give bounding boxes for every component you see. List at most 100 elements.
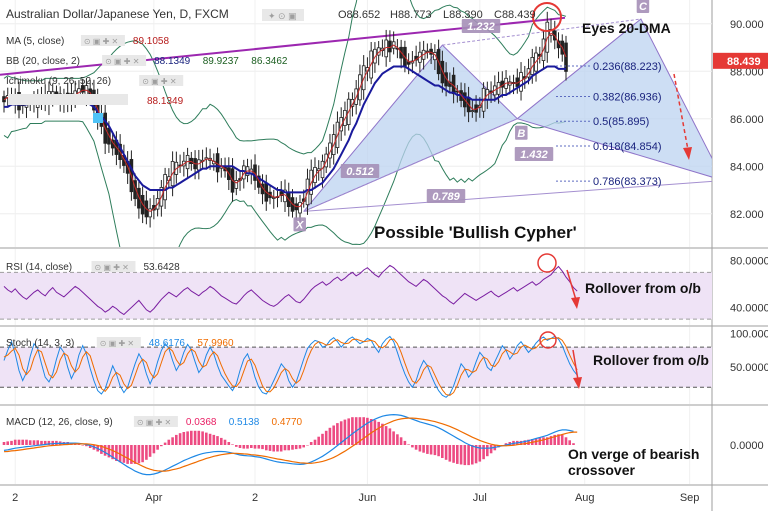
macd-histogram-bar xyxy=(564,437,568,445)
macd-histogram-bar xyxy=(6,441,9,445)
annotation-macd-line2: crossover xyxy=(568,462,635,478)
macd-histogram-bar xyxy=(407,444,410,445)
macd-histogram-bar xyxy=(358,417,362,445)
macd-histogram-bar xyxy=(268,445,272,451)
macd-histogram-bar xyxy=(47,440,51,445)
macd-histogram-bar xyxy=(411,445,414,448)
ratio-label: 1.432 xyxy=(520,149,548,161)
macd-histogram-bar xyxy=(2,442,6,445)
fib-level-label: 0.786(83.373) xyxy=(593,176,662,188)
macd-histogram-bar xyxy=(261,445,264,450)
macd-histogram-bar xyxy=(369,419,373,445)
legend-stoch-label: Stoch (14, 3, 3) xyxy=(6,338,74,349)
macd-histogram-bar xyxy=(351,417,354,445)
macd-signal-line xyxy=(3,417,578,472)
macd-histogram-bar xyxy=(145,445,148,460)
legend-bb-value: 89.9237 xyxy=(203,56,240,67)
macd-histogram-bar xyxy=(257,445,261,449)
chart-legend: Australian Dollar/Japanese Yen, D, FXCM … xyxy=(6,7,536,21)
annotation-eyes-20dma: Eyes 20-DMA xyxy=(582,20,671,36)
macd-histogram-bar xyxy=(542,437,545,445)
last-price-label: 88.439 xyxy=(727,56,761,68)
pattern-bd-line xyxy=(442,18,641,46)
legend-bb-controls[interactable] xyxy=(102,55,147,66)
macd-histogram-bar xyxy=(403,440,407,445)
macd-histogram-bar xyxy=(321,433,324,445)
macd-histogram-bar xyxy=(527,439,530,445)
bb-upper-line xyxy=(3,0,567,155)
time-tick-label: Sep xyxy=(680,492,700,504)
legend-controls[interactable] xyxy=(262,9,304,21)
stoch-arrow-line xyxy=(572,349,579,381)
stoch-k-line xyxy=(3,335,578,398)
macd-histogram-bar xyxy=(171,437,174,445)
ratio-label-bg xyxy=(461,19,501,33)
macd-histogram-bar xyxy=(486,445,489,457)
price-tick-label: 86.000 xyxy=(730,114,764,126)
legend-ma-value: 89.1058 xyxy=(133,36,170,47)
macd-histogram-bar xyxy=(306,445,309,446)
legend-ichimoku-controls[interactable] xyxy=(139,75,184,86)
macd-histogram-bar xyxy=(126,445,129,464)
macd-histogram-bar xyxy=(366,417,369,445)
macd-histogram-bar xyxy=(396,434,399,445)
macd-histogram-bar xyxy=(482,445,485,460)
macd-histogram-bar xyxy=(220,437,223,445)
macd-histogram-bar xyxy=(381,423,384,445)
stoch-tick-label: 50.0000 xyxy=(730,362,768,374)
bb-mid-line xyxy=(4,65,566,194)
macd-histogram-bar xyxy=(546,437,549,445)
pattern-point-c: C xyxy=(639,1,648,13)
legend-stoch-controls[interactable] xyxy=(96,337,141,348)
legend-ma-controls[interactable] xyxy=(80,35,125,46)
macd-histogram-bar xyxy=(399,437,403,445)
pattern-bcd-triangle xyxy=(516,18,712,178)
ratio-label: 0.512 xyxy=(346,166,374,178)
macd-histogram-bar xyxy=(156,445,159,450)
stoch-arrow-head xyxy=(573,377,582,389)
macd-histogram-bar xyxy=(32,440,36,445)
rsi-arrow-head xyxy=(571,297,580,309)
macd-histogram-bar xyxy=(238,445,242,448)
legend-bb-value: 88.1349 xyxy=(154,56,191,67)
candle-bear xyxy=(189,157,194,165)
macd-histogram-bar xyxy=(137,445,141,464)
macd-histogram-bar xyxy=(377,421,380,445)
legend-stoch-value: 57.9960 xyxy=(197,338,234,349)
macd-histogram-bar xyxy=(276,445,279,452)
legend-macd-controls[interactable] xyxy=(133,416,178,427)
candle-bear xyxy=(256,175,261,188)
macd-histogram-bar xyxy=(250,445,253,448)
legend-rsi-controls[interactable] xyxy=(91,261,136,272)
candle-bear xyxy=(137,187,141,209)
macd-histogram-bar xyxy=(163,442,167,445)
candle-bear xyxy=(279,191,284,197)
legend-controls-icons[interactable]: ✦ ⊙ ▣ xyxy=(268,11,297,21)
macd-histogram-bar xyxy=(205,432,208,445)
annotation-rsi-rollover: Rollover from o/b xyxy=(585,280,701,296)
macd-histogram-bar xyxy=(313,439,317,445)
fib-level-label: 0.236(88.223) xyxy=(593,61,662,73)
chart-title: Australian Dollar/Japanese Yen, D, FXCM xyxy=(6,7,229,21)
macd-histogram-bar xyxy=(13,439,17,445)
macd-histogram-bar xyxy=(152,445,156,454)
macd-histogram-bar xyxy=(508,442,512,445)
legend-stoch-value: 48.6176 xyxy=(149,338,186,349)
time-tick-label: 2 xyxy=(12,492,18,504)
legend-row4-controls[interactable] xyxy=(8,94,128,105)
macd-histogram-bar xyxy=(216,436,219,445)
macd-tick-label: 0.0000 xyxy=(730,440,764,452)
macd-histogram-bar xyxy=(336,423,339,445)
arrow-head xyxy=(683,147,692,160)
macd-histogram-bar xyxy=(347,418,350,445)
macd-histogram-bar xyxy=(339,421,343,445)
macd-histogram-bar xyxy=(227,442,231,445)
macd-histogram-bar xyxy=(448,445,452,462)
candle-bull xyxy=(328,142,332,159)
macd-histogram-bar xyxy=(190,430,193,445)
macd-histogram-bar xyxy=(43,440,47,445)
ratio-label-bg xyxy=(340,164,380,178)
ratio-label-bg xyxy=(426,189,466,203)
macd-line xyxy=(3,413,574,476)
